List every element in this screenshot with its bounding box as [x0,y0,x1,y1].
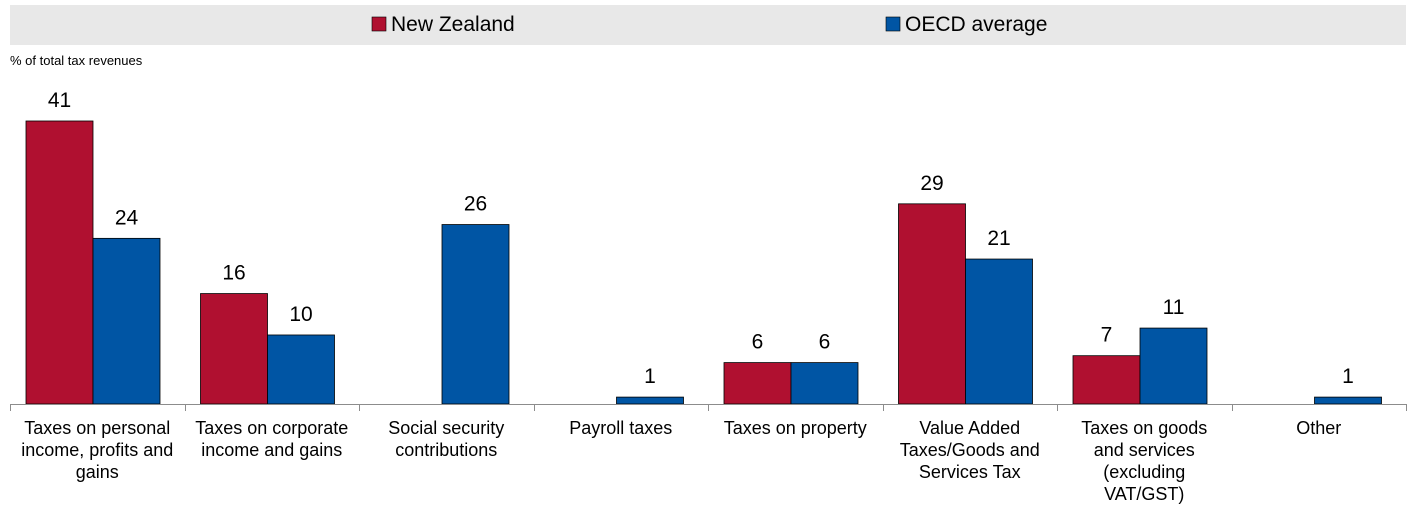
bar-new-zealand-1 [25,120,94,405]
value-label-oecd-average-3: 26 [464,193,487,216]
value-label-oecd-average-5: 6 [819,331,831,354]
bar-oecd-average-4 [616,396,684,405]
category-label-6: Value Added Taxes/Goods and Services Tax [900,418,1040,482]
category-label-1: Taxes on personal income, profits and gain… [21,418,173,482]
category-label-4: Payroll taxes [569,418,672,438]
bar-oecd-average-5 [790,362,859,405]
legend-swatch-2 [885,16,901,32]
bar-oecd-average-6 [965,258,1033,405]
category-label-5: Taxes on property [724,418,867,438]
value-label-new-zealand-7: 7 [1101,324,1113,347]
category-labels: Taxes on personal income, profits and gain… [21,418,1341,504]
value-label-new-zealand-2: 16 [222,262,245,285]
legend-label-1: New Zealand [391,13,515,36]
bar-new-zealand-6 [898,203,966,405]
value-label-new-zealand-6: 29 [920,172,943,195]
bar-oecd-average-7 [1139,327,1208,405]
value-label-oecd-average-8: 1 [1342,365,1354,388]
category-label-8: Other [1296,418,1341,438]
bar-oecd-average-8 [1314,396,1382,405]
value-label-oecd-average-1: 24 [115,206,139,229]
value-label-oecd-average-7: 11 [1163,296,1185,319]
value-label-oecd-average-4: 1 [644,365,656,388]
value-label-oecd-average-2: 10 [289,303,312,326]
bar-new-zealand-5 [723,362,792,405]
bar-oecd-average-2 [267,334,335,405]
bar-new-zealand-2 [200,293,268,405]
legend-swatch-1 [371,16,387,32]
value-label-oecd-average-6: 21 [987,227,1010,250]
legend-background [10,5,1406,45]
category-label-3: Social security contributions [388,418,504,460]
bar-oecd-average-3 [441,224,510,405]
legend-label-2: OECD average [905,13,1047,36]
value-label-new-zealand-1: 41 [48,89,71,112]
y-axis-label: % of total tax revenues [10,53,143,68]
bar-oecd-average-1 [92,237,161,405]
value-label-new-zealand-5: 6 [752,331,764,354]
legend: New Zealand OECD average [371,13,1047,36]
x-axis-ticks [10,404,1407,411]
category-label-2: Taxes on corporate income and gains [195,418,348,460]
bar-new-zealand-7 [1072,355,1141,405]
category-label-7: Taxes on goods and services (excluding VAT/… [1081,418,1207,504]
bars [25,120,1382,405]
